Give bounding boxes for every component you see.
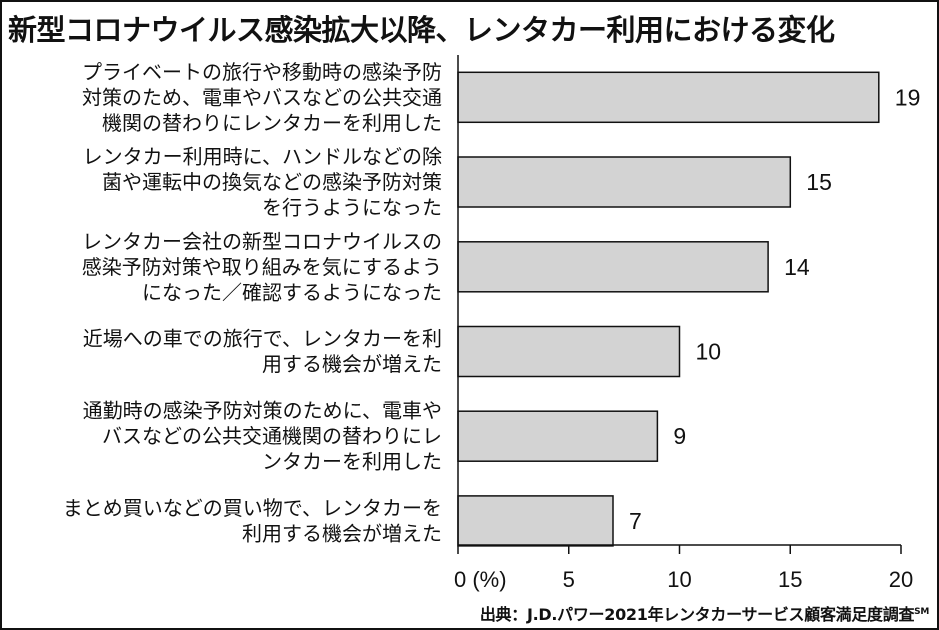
bar	[457, 156, 792, 208]
category-label: 対策のため、電車やバスなどの公共交通	[82, 85, 442, 109]
category-label: 利用する機会が増えた	[242, 522, 442, 546]
category-label: レンタカー会社の新型コロナウイルスの	[82, 229, 442, 253]
category-label: プライベートの旅行や移動時の感染予防	[82, 60, 442, 84]
source-note: 出典：J.D.パワー2021年レンタカーサービス顧客満足度調査SM	[480, 601, 929, 626]
x-tick-label: 20	[889, 567, 913, 592]
value-label: 10	[696, 339, 722, 365]
x-tick-label: 15	[778, 567, 802, 592]
category-label: 用する機会が増えた	[262, 352, 442, 376]
service-mark: SM	[914, 607, 929, 617]
x-tick-label: 10	[667, 567, 691, 592]
category-label: 通勤時の感染予防対策のために、電車や	[83, 399, 442, 423]
category-label: を行うようになった	[262, 196, 442, 220]
category-label: レンタカー利用時に、ハンドルなどの除	[83, 145, 442, 169]
x-tick-label: 0 (%)	[454, 567, 507, 592]
value-label: 14	[784, 254, 810, 280]
x-tick-label: 5	[563, 567, 575, 592]
bar	[457, 325, 681, 378]
chart-title: 新型コロナウイルス感染拡大以降、レンタカー利用における変化	[8, 13, 835, 47]
category-label: 近場への車での旅行で、レンタカーを利	[83, 327, 442, 351]
category-label: 感染予防対策や取り組みを気にするよう	[82, 255, 442, 279]
bar	[457, 71, 880, 124]
bar	[457, 410, 659, 462]
source-text: 出典：J.D.パワー2021年レンタカーサービス顧客満足度調査	[479, 605, 915, 624]
category-label: 機関の替わりにレンタカーを利用した	[102, 111, 442, 135]
bar	[457, 241, 769, 293]
bar	[457, 495, 614, 547]
value-label: 15	[806, 169, 832, 195]
category-label: まとめ買いなどの買い物で、レンタカーを	[63, 496, 442, 520]
category-label: ンタカーを利用した	[262, 450, 442, 474]
category-label: 菌や運転中の換気などの感染予防対策	[102, 170, 442, 194]
value-label: 9	[673, 423, 686, 449]
value-label: 19	[895, 84, 921, 110]
category-label: バスなどの公共交通機関の替わりにレ	[102, 424, 442, 448]
value-label: 7	[629, 508, 642, 534]
category-label: になった／確認するようになった	[142, 280, 442, 304]
